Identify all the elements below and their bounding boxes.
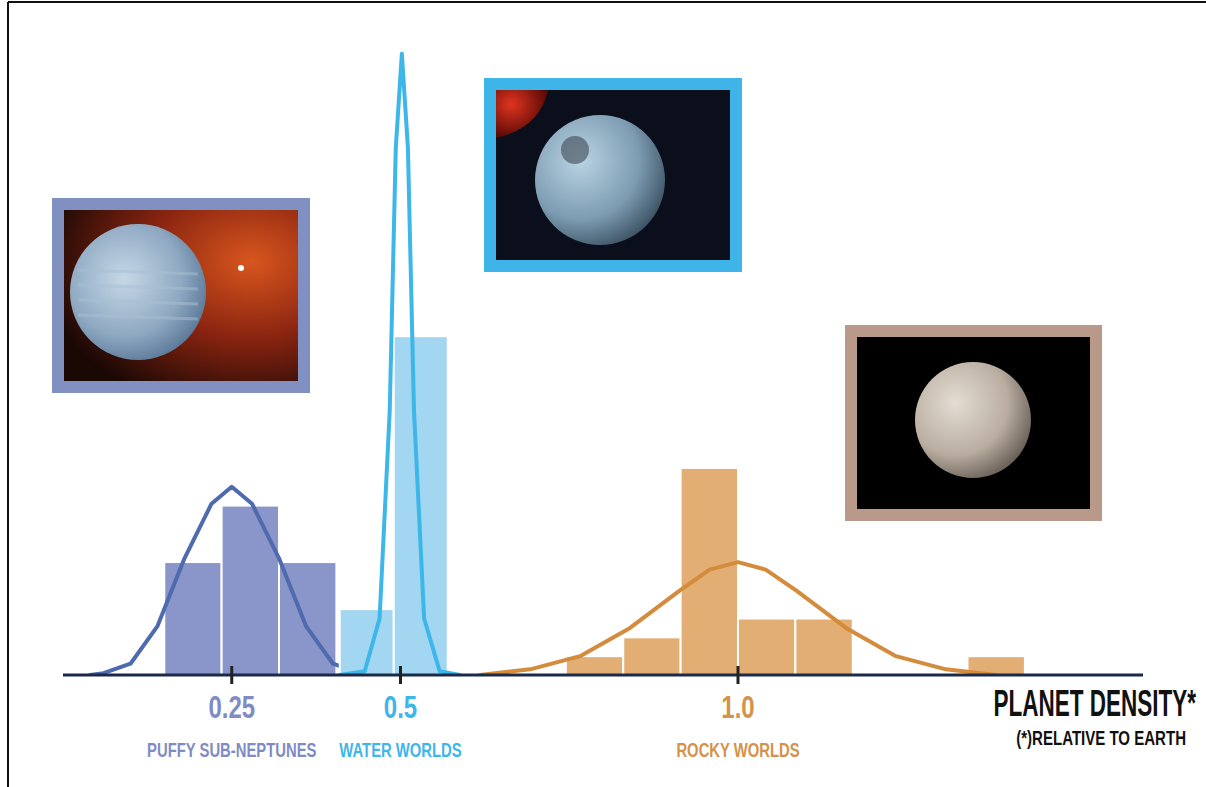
planet bbox=[535, 115, 665, 245]
histogram bbox=[340, 336, 448, 675]
plot-area bbox=[90, 54, 1025, 675]
picture-frame bbox=[484, 78, 742, 272]
picture-background bbox=[857, 337, 1090, 509]
star bbox=[238, 265, 244, 271]
background bbox=[0, 0, 1206, 787]
star-edge bbox=[496, 90, 548, 138]
picture-background bbox=[64, 210, 298, 381]
group-label: WATER WORLDS bbox=[339, 739, 461, 762]
group-label: ROCKY WORLDS bbox=[676, 739, 799, 762]
histogram bbox=[566, 468, 1025, 675]
picture-frame bbox=[52, 198, 310, 393]
histogram-bar bbox=[738, 619, 795, 675]
x-tick-label: 0.25 bbox=[208, 689, 255, 725]
planet-band bbox=[78, 315, 198, 319]
histogram-bar bbox=[394, 336, 448, 675]
pictures bbox=[52, 78, 1102, 521]
x-tick bbox=[737, 666, 740, 684]
curve bbox=[90, 487, 374, 675]
picture-frame bbox=[845, 325, 1102, 521]
planet-band bbox=[78, 285, 198, 289]
x-tick-label: 0.5 bbox=[384, 689, 417, 725]
x-axis bbox=[63, 674, 1143, 677]
histogram-bar bbox=[222, 506, 279, 675]
x-axis-title: PLANET DENSITY* bbox=[993, 682, 1196, 724]
histogram bbox=[164, 506, 336, 675]
chart: 0.25 0.5 1.0 PUFFY SUB-NEPTUNES WATER WORLDS… bbox=[0, 0, 1206, 787]
planet bbox=[70, 224, 206, 360]
histogram-bar bbox=[164, 562, 221, 675]
planet-band bbox=[78, 300, 198, 304]
x-axis-note: (*)RELATIVE TO EARTH bbox=[1016, 725, 1186, 749]
group-label: PUFFY SUB-NEPTUNES bbox=[147, 739, 316, 762]
x-tick bbox=[399, 666, 402, 684]
x-tick bbox=[230, 666, 233, 684]
crater bbox=[561, 136, 589, 164]
histogram-bar bbox=[623, 637, 680, 675]
curve bbox=[480, 562, 996, 675]
planet bbox=[915, 362, 1031, 478]
frame-left bbox=[7, 2, 9, 787]
x-tick-label: 1.0 bbox=[721, 689, 754, 725]
frame-top bbox=[8, 1, 1206, 3]
curve bbox=[340, 54, 460, 675]
planet-band bbox=[78, 270, 198, 274]
picture-background bbox=[496, 90, 730, 260]
